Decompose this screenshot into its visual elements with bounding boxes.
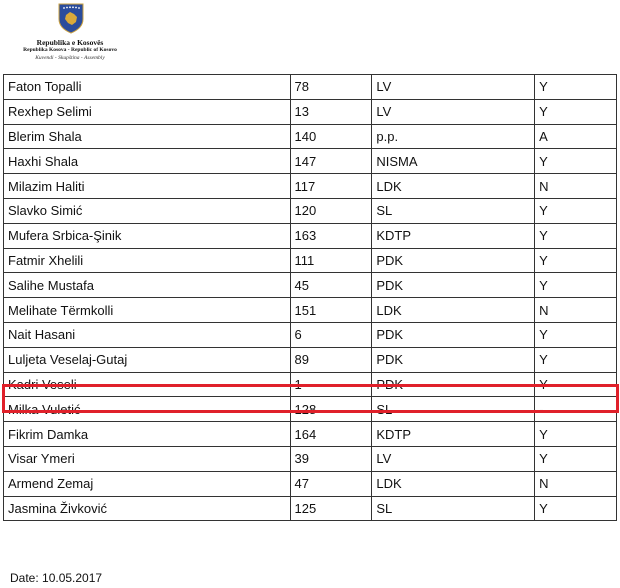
table-row: Milka Vuletić 128 SL - — [3, 396, 617, 423]
member-vote: Y — [534, 247, 617, 274]
member-vote: Y — [534, 272, 617, 299]
member-number: 6 — [289, 321, 373, 348]
member-number: 47 — [289, 470, 373, 497]
member-party: PDK — [371, 346, 536, 373]
member-number: 45 — [289, 272, 373, 299]
member-name: Nait Hasani — [3, 321, 291, 348]
member-number: 1 — [289, 371, 373, 398]
member-party: LV — [371, 74, 536, 100]
document-date: Date: 10.05.2017 — [10, 571, 103, 585]
member-vote: N — [534, 470, 617, 497]
header-line-1: Republika e Kosovës — [36, 38, 104, 47]
member-party: KDTP — [371, 421, 536, 447]
member-party: PDK — [371, 247, 536, 274]
member-number: 125 — [289, 495, 373, 522]
member-party: LDK — [371, 470, 536, 497]
member-vote: - — [534, 396, 617, 423]
member-party: p.p. — [371, 123, 536, 150]
member-name: Rexhep Selimi — [3, 98, 291, 125]
member-name: Haxhi Shala — [3, 148, 291, 175]
member-name: Armend Zemaj — [3, 470, 291, 497]
table-row: Visar Ymeri 39 LV Y — [3, 445, 617, 472]
member-party: SL — [371, 495, 536, 522]
member-party: SL — [371, 396, 536, 423]
member-vote: Y — [534, 495, 617, 522]
member-name: Salihe Mustafa — [3, 272, 291, 299]
table-row: Milazim Haliti 117 LDK N — [3, 173, 617, 199]
member-name: Fatmir Xhelili — [3, 247, 291, 274]
member-number: 140 — [289, 123, 373, 150]
table-row: Armend Zemaj 47 LDK N — [3, 470, 617, 497]
table-row: Jasmina Živković 125 SL Y — [3, 495, 617, 522]
member-number: 163 — [289, 222, 373, 249]
member-name: Visar Ymeri — [3, 445, 291, 472]
member-vote: Y — [534, 445, 617, 472]
member-name: Faton Topalli — [3, 74, 291, 100]
member-number: 117 — [289, 173, 373, 199]
member-number: 89 — [289, 346, 373, 373]
member-vote: Y — [534, 346, 617, 373]
table-row: Luljeta Veselaj-Gutaj 89 PDK Y — [3, 346, 617, 373]
member-number: 128 — [289, 396, 373, 423]
member-number: 78 — [289, 74, 373, 100]
member-name: Fikrim Damka — [3, 421, 291, 447]
member-party: LV — [371, 445, 536, 472]
member-name: Melihate Tërmkolli — [3, 297, 291, 323]
member-vote: N — [534, 173, 617, 199]
table-row: Kadri Veseli 1 PDK Y — [3, 371, 617, 398]
member-party: SL — [371, 197, 536, 224]
table-row: Blerim Shala 140 p.p. A — [3, 123, 617, 150]
member-vote: Y — [534, 197, 617, 224]
member-name: Milazim Haliti — [3, 173, 291, 199]
table-row: Fikrim Damka 164 KDTP Y — [3, 421, 617, 447]
member-party: LDK — [371, 297, 536, 323]
table-row: Salihe Mustafa 45 PDK Y — [3, 272, 617, 299]
member-number: 111 — [289, 247, 373, 274]
member-number: 147 — [289, 148, 373, 175]
member-party: LDK — [371, 173, 536, 199]
member-name: Luljeta Veselaj-Gutaj — [3, 346, 291, 373]
document-header: Republika e Kosovës Republika Kosova - R… — [0, 0, 200, 70]
table-row: Fatmir Xhelili 111 PDK Y — [3, 247, 617, 274]
member-vote: Y — [534, 98, 617, 125]
member-party: PDK — [371, 272, 536, 299]
coat-of-arms-icon — [58, 3, 84, 34]
member-name: Jasmina Živković — [3, 495, 291, 522]
table-row: Nait Hasani 6 PDK Y — [3, 321, 617, 348]
member-name: Mufera Srbica-Şinik — [3, 222, 291, 249]
table-row: Haxhi Shala 147 NISMA Y — [3, 148, 617, 175]
header-line-2: Republika Kosova - Republic of Kosovo — [23, 47, 117, 53]
table-row: Faton Topalli 78 LV Y — [3, 74, 617, 100]
member-vote: A — [534, 123, 617, 150]
member-vote: Y — [534, 321, 617, 348]
member-name: Blerim Shala — [3, 123, 291, 150]
member-vote: Y — [534, 421, 617, 447]
member-number: 13 — [289, 98, 373, 125]
member-party: PDK — [371, 321, 536, 348]
member-party: LV — [371, 98, 536, 125]
member-number: 120 — [289, 197, 373, 224]
member-name: Slavko Simić — [3, 197, 291, 224]
member-party: PDK — [371, 371, 536, 398]
member-name: Milka Vuletić — [3, 396, 291, 423]
member-party: NISMA — [371, 148, 536, 175]
table-row: Melihate Tërmkolli 151 LDK N — [3, 297, 617, 323]
member-vote: Y — [534, 222, 617, 249]
member-number: 39 — [289, 445, 373, 472]
member-vote: Y — [534, 148, 617, 175]
member-vote: Y — [534, 74, 617, 100]
member-party: KDTP — [371, 222, 536, 249]
vote-table: Faton Topalli 78 LV Y Rexhep Selimi 13 LV Y Bler… — [3, 74, 617, 522]
member-number: 151 — [289, 297, 373, 323]
table-row: Rexhep Selimi 13 LV Y — [3, 98, 617, 125]
table-row: Slavko Simić 120 SL Y — [3, 197, 617, 224]
member-vote: N — [534, 297, 617, 323]
member-number: 164 — [289, 421, 373, 447]
member-vote: Y — [534, 371, 617, 398]
member-name: Kadri Veseli — [3, 371, 291, 398]
table-row: Mufera Srbica-Şinik 163 KDTP Y — [3, 222, 617, 249]
header-line-3: Kuvendi - Skupština - Assembly — [35, 55, 105, 61]
